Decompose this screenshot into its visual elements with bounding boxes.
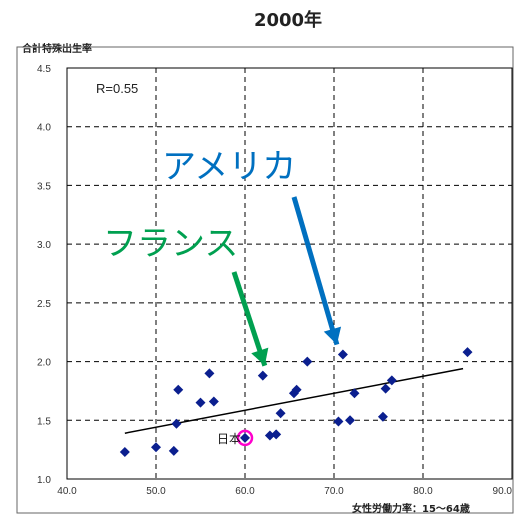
correlation-label: R=0.55 (96, 81, 138, 96)
x-tick-label: 40.0 (57, 486, 77, 497)
japan-label: 日本 (217, 432, 241, 446)
data-point (271, 429, 282, 440)
x-tick-label: 90.0 (493, 486, 513, 497)
x-tick-label: 80.0 (413, 486, 433, 497)
data-point (275, 408, 286, 419)
data-point (333, 416, 344, 427)
chart-title: 2000年 (254, 9, 322, 31)
data-point (462, 347, 473, 358)
data-point (119, 446, 130, 457)
data-point (168, 445, 179, 456)
annotation-usa-label: アメリカ (162, 147, 296, 187)
x-axis-label: 女性労働力率：15〜64歳 (352, 502, 470, 515)
y-tick-label: 3.0 (37, 240, 51, 251)
y-tick-label: 2.5 (37, 299, 51, 310)
data-point (291, 384, 302, 395)
y-tick-label: 1.5 (37, 416, 51, 427)
trend-line (124, 367, 464, 434)
annotation-usa-arrow-head (323, 326, 342, 345)
y-tick-label: 4.0 (37, 123, 51, 134)
data-point (386, 375, 397, 386)
annotation-france-arrow-head (251, 347, 269, 366)
data-point (302, 356, 313, 367)
data-point (195, 397, 206, 408)
japan-highlight-ring (236, 429, 254, 447)
data-point (208, 396, 219, 407)
data-point (264, 430, 275, 441)
data-point (173, 384, 184, 395)
y-tick-label: 4.5 (37, 64, 51, 75)
y-tick-label: 1.0 (37, 475, 51, 486)
data-point (349, 388, 360, 399)
data-point (257, 370, 268, 381)
data-point (204, 368, 215, 379)
x-tick-label: 60.0 (235, 486, 255, 497)
data-point (345, 415, 356, 426)
data-point (377, 411, 388, 422)
data-point (337, 349, 348, 360)
data-point (380, 383, 391, 394)
y-axis-label: 合計特殊出生率 (21, 42, 92, 55)
data-point (171, 418, 182, 429)
y-tick-label: 2.0 (37, 358, 51, 369)
x-tick-label: 50.0 (146, 486, 166, 497)
data-point (240, 432, 250, 443)
annotation-france-label: フランス (103, 224, 238, 264)
annotation-france-arrow-shaft (231, 271, 268, 367)
annotation-usa-arrow-shaft (291, 196, 340, 346)
plot-frame (66, 67, 513, 480)
x-tick-label: 70.0 (324, 486, 344, 497)
y-tick-label: 3.5 (37, 181, 51, 192)
figure-frame (16, 46, 514, 514)
data-point (151, 442, 161, 453)
